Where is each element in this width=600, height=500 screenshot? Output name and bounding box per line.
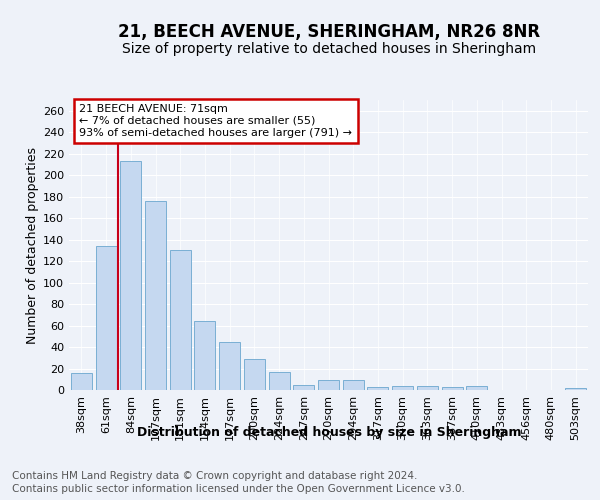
- Bar: [269, 372, 290, 390]
- Text: 21 BEECH AVENUE: 71sqm
← 7% of detached houses are smaller (55)
93% of semi-deta: 21 BEECH AVENUE: 71sqm ← 7% of detached …: [79, 104, 352, 138]
- Bar: [120, 161, 141, 390]
- Text: Size of property relative to detached houses in Sheringham: Size of property relative to detached ho…: [122, 42, 536, 56]
- Bar: [565, 388, 586, 390]
- Bar: [194, 322, 215, 390]
- Bar: [244, 359, 265, 390]
- Text: Contains public sector information licensed under the Open Government Licence v3: Contains public sector information licen…: [12, 484, 465, 494]
- Bar: [219, 342, 240, 390]
- Bar: [95, 246, 116, 390]
- Bar: [442, 387, 463, 390]
- Bar: [170, 250, 191, 390]
- Bar: [293, 384, 314, 390]
- Text: 21, BEECH AVENUE, SHERINGHAM, NR26 8NR: 21, BEECH AVENUE, SHERINGHAM, NR26 8NR: [118, 22, 540, 40]
- Bar: [343, 380, 364, 390]
- Bar: [318, 380, 339, 390]
- Text: Contains HM Land Registry data © Crown copyright and database right 2024.: Contains HM Land Registry data © Crown c…: [12, 471, 418, 481]
- Text: Distribution of detached houses by size in Sheringham: Distribution of detached houses by size …: [137, 426, 521, 439]
- Bar: [71, 373, 92, 390]
- Bar: [392, 386, 413, 390]
- Y-axis label: Number of detached properties: Number of detached properties: [26, 146, 39, 344]
- Bar: [367, 387, 388, 390]
- Bar: [466, 386, 487, 390]
- Bar: [145, 201, 166, 390]
- Bar: [417, 386, 438, 390]
